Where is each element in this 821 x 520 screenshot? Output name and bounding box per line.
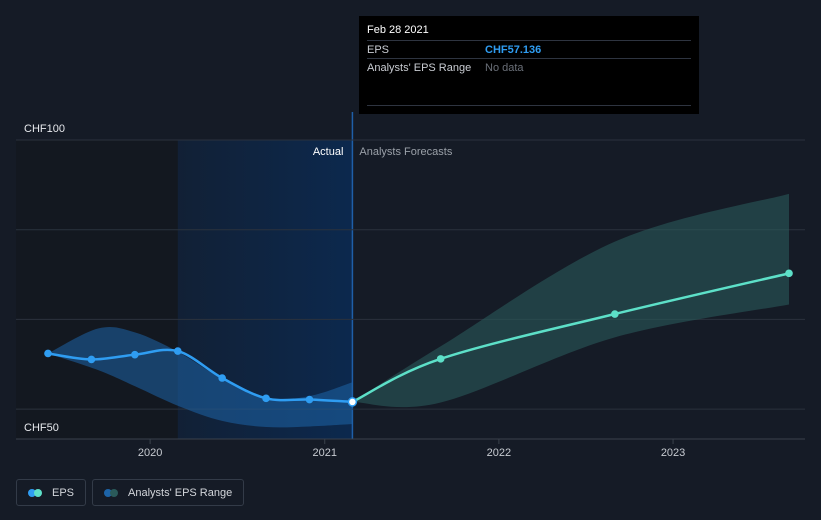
eps-range-area-forecast (352, 193, 789, 408)
y-tick-label: CHF100 (24, 123, 65, 135)
tooltip-range-value: No data (485, 61, 524, 74)
actual-label: Actual (313, 146, 344, 158)
eps-point (611, 310, 619, 318)
eps-point (173, 347, 182, 355)
x-tick-label: 2023 (661, 447, 685, 459)
x-tick-label: 2021 (312, 447, 336, 459)
eps-point (44, 349, 52, 358)
chart-legend: EPS Analysts' EPS Range (16, 479, 245, 506)
eps-point (87, 355, 96, 364)
eps-point (785, 269, 793, 278)
eps-legend-icon (28, 488, 44, 497)
legend-range-button[interactable]: Analysts' EPS Range (92, 479, 245, 506)
forecast-label: Analysts Forecasts (359, 146, 452, 158)
tooltip-eps-label: EPS (367, 43, 390, 56)
tooltip-eps-row: EPS CHF57.136 (367, 40, 691, 58)
range-legend-icon (104, 488, 120, 497)
eps-point (218, 374, 226, 382)
tooltip-range-row: Analysts' EPS Range No data (367, 58, 691, 76)
eps-chart: CHF100 CHF50 2020 2021 2022 2023 Actual Analyst… (16, 112, 805, 459)
eps-point (436, 355, 445, 363)
eps-point-selected (347, 397, 358, 407)
tooltip: Feb 28 2021 EPS CHF57.136 Analysts' EPS … (359, 16, 699, 114)
tooltip-date: Feb 28 2021 (367, 24, 429, 36)
tooltip-divider (367, 105, 691, 106)
tooltip-range-label: Analysts' EPS Range (367, 61, 472, 74)
x-tick-label: 2020 (138, 447, 162, 459)
y-tick-label: CHF50 (24, 422, 59, 434)
eps-range-area-past (48, 326, 353, 428)
legend-eps-button[interactable]: EPS (16, 479, 87, 506)
eps-point (305, 395, 314, 404)
legend-eps-label: EPS (52, 486, 75, 499)
legend-range-label: Analysts' EPS Range (128, 486, 233, 499)
eps-point (262, 394, 270, 403)
eps-line-forecast (351, 272, 790, 404)
tooltip-eps-value: CHF57.136 (485, 43, 542, 56)
eps-point (131, 350, 139, 359)
x-tick-label: 2022 (487, 447, 511, 459)
